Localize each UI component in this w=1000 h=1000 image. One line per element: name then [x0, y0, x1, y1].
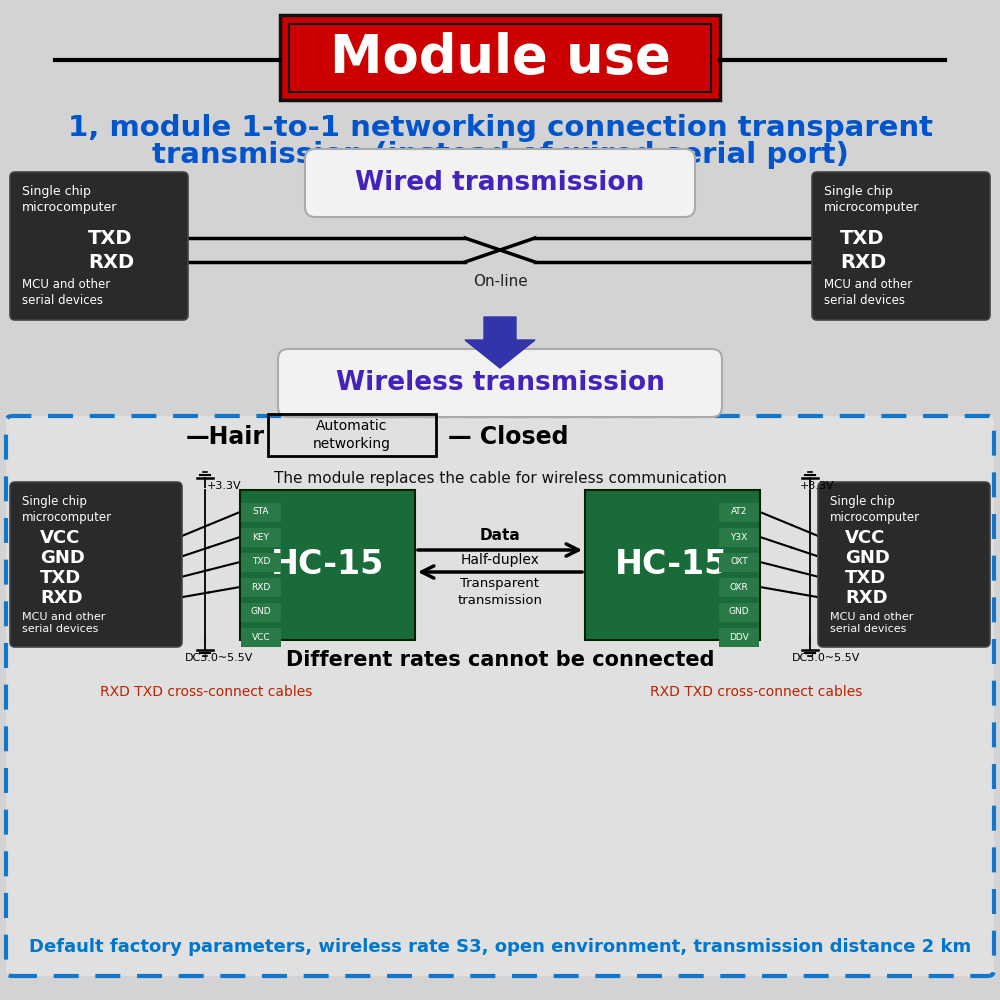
Text: DC3.0~5.5V: DC3.0~5.5V — [185, 653, 253, 663]
Text: Data: Data — [480, 528, 520, 542]
FancyBboxPatch shape — [305, 149, 695, 217]
Polygon shape — [465, 317, 535, 368]
FancyBboxPatch shape — [719, 578, 759, 597]
Text: STA: STA — [253, 508, 269, 516]
Text: Wired transmission: Wired transmission — [355, 170, 645, 196]
Text: RXD TXD cross-connect cables: RXD TXD cross-connect cables — [100, 685, 312, 699]
Text: Different rates cannot be connected: Different rates cannot be connected — [286, 650, 714, 670]
Text: Single chip
microcomputer: Single chip microcomputer — [22, 495, 112, 524]
FancyBboxPatch shape — [241, 503, 281, 522]
Text: Single chip
microcomputer: Single chip microcomputer — [22, 185, 117, 214]
Text: OXT: OXT — [730, 558, 748, 566]
Text: RXD: RXD — [251, 582, 271, 591]
Text: MCU and other
serial devices: MCU and other serial devices — [824, 278, 912, 307]
Text: VCC: VCC — [252, 633, 270, 642]
FancyBboxPatch shape — [10, 482, 182, 647]
Text: 1, module 1-to-1 networking connection transparent: 1, module 1-to-1 networking connection t… — [68, 114, 932, 142]
Text: TXD: TXD — [845, 569, 886, 587]
FancyBboxPatch shape — [719, 603, 759, 622]
FancyBboxPatch shape — [240, 490, 415, 640]
Text: Default factory parameters, wireless rate S3, open environment, transmission dis: Default factory parameters, wireless rat… — [29, 938, 971, 956]
Text: VCC: VCC — [40, 529, 80, 547]
Text: The module replaces the cable for wireless communication: The module replaces the cable for wirele… — [274, 472, 726, 487]
Text: Single chip
microcomputer: Single chip microcomputer — [824, 185, 919, 214]
Text: +3.3V: +3.3V — [800, 481, 835, 491]
Text: On-line: On-line — [473, 274, 527, 290]
FancyBboxPatch shape — [280, 15, 720, 100]
FancyBboxPatch shape — [719, 503, 759, 522]
Text: GND: GND — [845, 549, 890, 567]
Text: MCU and other
serial devices: MCU and other serial devices — [830, 612, 913, 634]
Text: GND: GND — [40, 549, 85, 567]
Text: Automatic
networking: Automatic networking — [313, 419, 391, 451]
FancyBboxPatch shape — [719, 528, 759, 547]
Text: MCU and other
serial devices: MCU and other serial devices — [22, 278, 110, 307]
Text: Single chip
microcomputer: Single chip microcomputer — [830, 495, 920, 524]
Text: RXD: RXD — [840, 252, 886, 271]
Text: AT2: AT2 — [731, 508, 747, 516]
FancyBboxPatch shape — [241, 628, 281, 647]
Text: GND: GND — [729, 607, 749, 616]
Text: Half-duplex: Half-duplex — [461, 553, 539, 567]
Text: MCU and other
serial devices: MCU and other serial devices — [22, 612, 105, 634]
Text: GND: GND — [251, 607, 271, 616]
Text: RXD: RXD — [88, 252, 134, 271]
FancyBboxPatch shape — [278, 349, 722, 417]
FancyBboxPatch shape — [241, 553, 281, 572]
FancyBboxPatch shape — [719, 628, 759, 647]
Text: TXD: TXD — [88, 229, 132, 247]
Text: DDV: DDV — [729, 633, 749, 642]
Text: — Closed: — Closed — [448, 425, 568, 449]
Text: Module use: Module use — [330, 32, 670, 84]
Text: Wireless transmission: Wireless transmission — [336, 370, 664, 396]
FancyBboxPatch shape — [812, 172, 990, 320]
Text: HC-15: HC-15 — [615, 548, 729, 582]
Text: TXD: TXD — [40, 569, 81, 587]
Text: RXD: RXD — [40, 589, 83, 607]
Text: transmission (instead of wired serial port): transmission (instead of wired serial po… — [152, 141, 848, 169]
Text: Y3X: Y3X — [730, 532, 748, 542]
Text: OXR: OXR — [730, 582, 748, 591]
FancyBboxPatch shape — [585, 490, 760, 640]
Text: HC-15: HC-15 — [271, 548, 385, 582]
FancyBboxPatch shape — [241, 603, 281, 622]
FancyBboxPatch shape — [241, 528, 281, 547]
Text: KEY: KEY — [253, 532, 269, 542]
FancyBboxPatch shape — [10, 172, 188, 320]
Text: +3.3V: +3.3V — [207, 481, 242, 491]
Text: Transparent
transmission: Transparent transmission — [458, 578, 542, 606]
FancyBboxPatch shape — [6, 416, 994, 976]
FancyBboxPatch shape — [719, 553, 759, 572]
Text: TXD: TXD — [840, 229, 885, 247]
Text: —Hair: —Hair — [186, 425, 265, 449]
Text: RXD TXD cross-connect cables: RXD TXD cross-connect cables — [650, 685, 862, 699]
FancyBboxPatch shape — [818, 482, 990, 647]
Text: DC3.0~5.5V: DC3.0~5.5V — [792, 653, 860, 663]
Text: VCC: VCC — [845, 529, 885, 547]
Text: TXD: TXD — [252, 558, 270, 566]
Text: RXD: RXD — [845, 589, 888, 607]
FancyBboxPatch shape — [241, 578, 281, 597]
